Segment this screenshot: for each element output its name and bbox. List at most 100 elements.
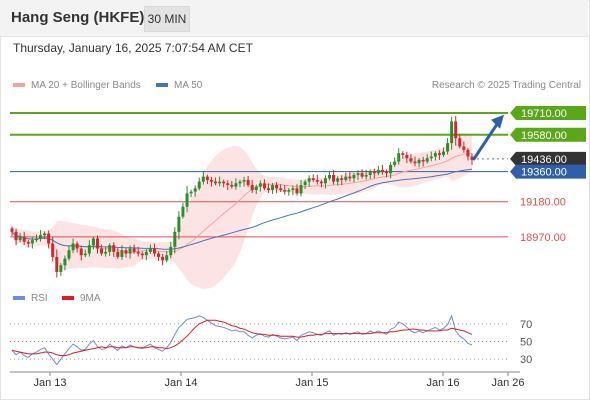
candle-body [47,233,51,244]
candle [291,185,295,196]
candle-body [254,186,258,190]
candle [173,227,177,254]
candle [246,175,250,187]
candle-body [299,184,303,194]
candle [397,148,401,165]
chart-header: Hang Seng (HKFE) 30 MIN [0,0,588,37]
candle-body [173,231,177,247]
candle-body [323,178,327,184]
candle [230,180,234,189]
candle-body [100,248,104,254]
candle-body [279,188,283,190]
trend-arrow-shaft [472,121,500,161]
candle [266,183,270,194]
candle-body [303,181,307,185]
candle-body [181,206,185,217]
x-axis-label: Jan 14 [164,377,197,389]
candle [75,241,79,253]
candle [352,172,356,183]
candle [332,169,336,185]
candle-body [409,158,413,162]
candle [372,168,376,179]
candle-body [417,159,421,164]
candle [295,184,299,196]
candle-body [429,156,433,159]
candles [10,115,474,278]
candle-body [116,251,120,257]
candle [442,147,446,157]
interval-button[interactable]: 30 MIN [144,6,190,32]
candle [311,174,315,182]
candle-body [43,233,47,236]
candle-body [311,178,315,180]
candle [466,147,470,161]
candle [116,247,120,259]
candle-body [450,121,454,144]
candle-body [51,243,55,257]
candle-body [385,171,389,174]
candle-body [18,236,22,241]
candle [401,151,405,159]
candle [209,176,213,187]
candle-body [454,121,458,139]
rsi-line [11,314,473,366]
level-lines [10,112,508,238]
candle [157,251,161,261]
level-tag-last [510,151,586,166]
candle-body [87,245,91,254]
candle [242,176,246,187]
candle-body [71,243,75,251]
candle-body [246,179,250,185]
candle [413,156,417,167]
candle [177,211,181,240]
candle [95,235,99,254]
candle-body [348,176,352,179]
candle-body [34,238,38,241]
level-tag-pivot [510,164,586,179]
candle [83,249,87,258]
candle [340,175,344,185]
candle [165,251,169,263]
candle [262,179,266,191]
candle [71,238,75,254]
candle-body [205,176,209,180]
candle [368,169,372,179]
level-label-support: 18970.00 [520,232,566,244]
candle [425,154,429,164]
candle [405,151,409,164]
candle-body [295,188,299,194]
x-axis-label: Jan 13 [33,377,66,389]
candle [364,169,368,180]
candle [218,176,222,187]
candle [234,178,238,190]
level-label-resistance: 19710.00 [521,108,567,120]
candle [189,189,193,198]
candle [254,184,258,195]
ma50-swatch [156,83,168,88]
legend-9ma: 9MA [62,293,101,304]
candle-body [148,248,152,252]
candle [226,180,230,190]
candle [409,154,413,164]
candle-body [120,250,124,257]
candle [120,245,124,260]
level-label-resistance: 19580.00 [521,130,567,142]
candle [376,165,380,176]
candle [222,179,226,188]
candle-body [421,159,425,162]
candle [140,251,144,260]
candle-body [389,164,393,174]
candle [181,202,185,219]
candle-body [405,154,409,159]
candle [348,171,352,182]
candle-body [14,231,18,241]
candle [433,151,437,161]
candle-body [79,248,83,256]
rsi-tick-label: 50 [520,337,532,349]
candle [458,134,462,149]
candle-body [401,153,405,155]
candle [79,245,83,261]
candle-body [262,183,266,189]
candle [380,164,384,175]
